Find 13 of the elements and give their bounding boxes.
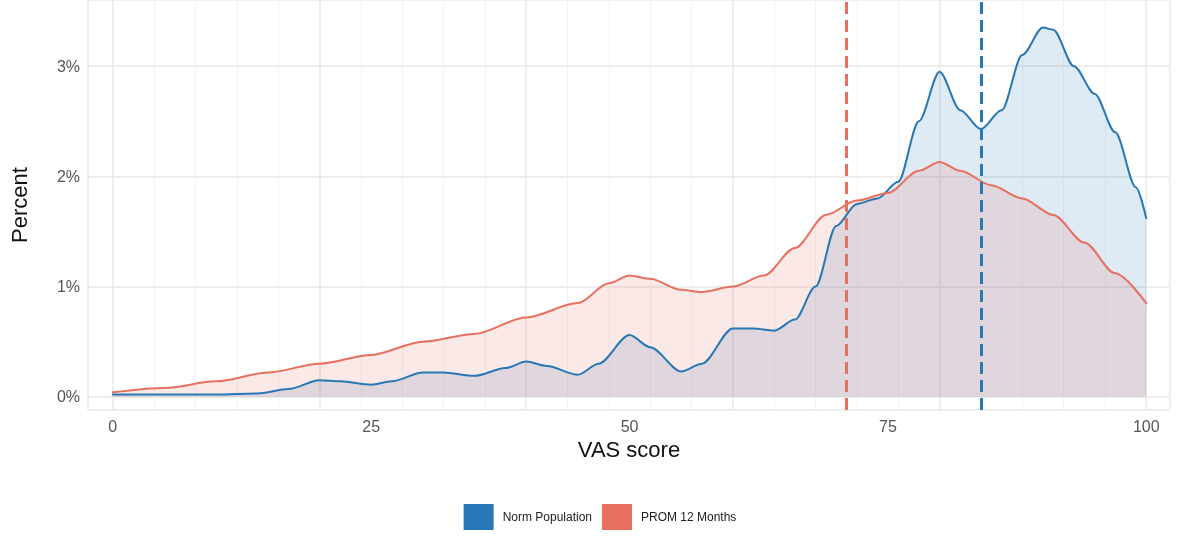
legend-label: PROM 12 Months [641,510,737,524]
x-tick-label: 100 [1132,417,1160,435]
y-axis-title: Percent [6,167,32,243]
y-tick-label: 3% [56,57,80,75]
y-tick-label: 2% [56,167,80,185]
x-tick-label: 50 [620,417,639,435]
y-tick-label: 1% [56,278,80,296]
y-tick-label: 0% [56,388,80,406]
x-axis-title: VAS score [577,437,681,463]
x-tick-label: 75 [878,417,897,435]
x-tick-label: 0 [108,417,118,435]
x-tick-label: 25 [362,417,381,435]
legend-label: Norm Population [502,510,593,524]
